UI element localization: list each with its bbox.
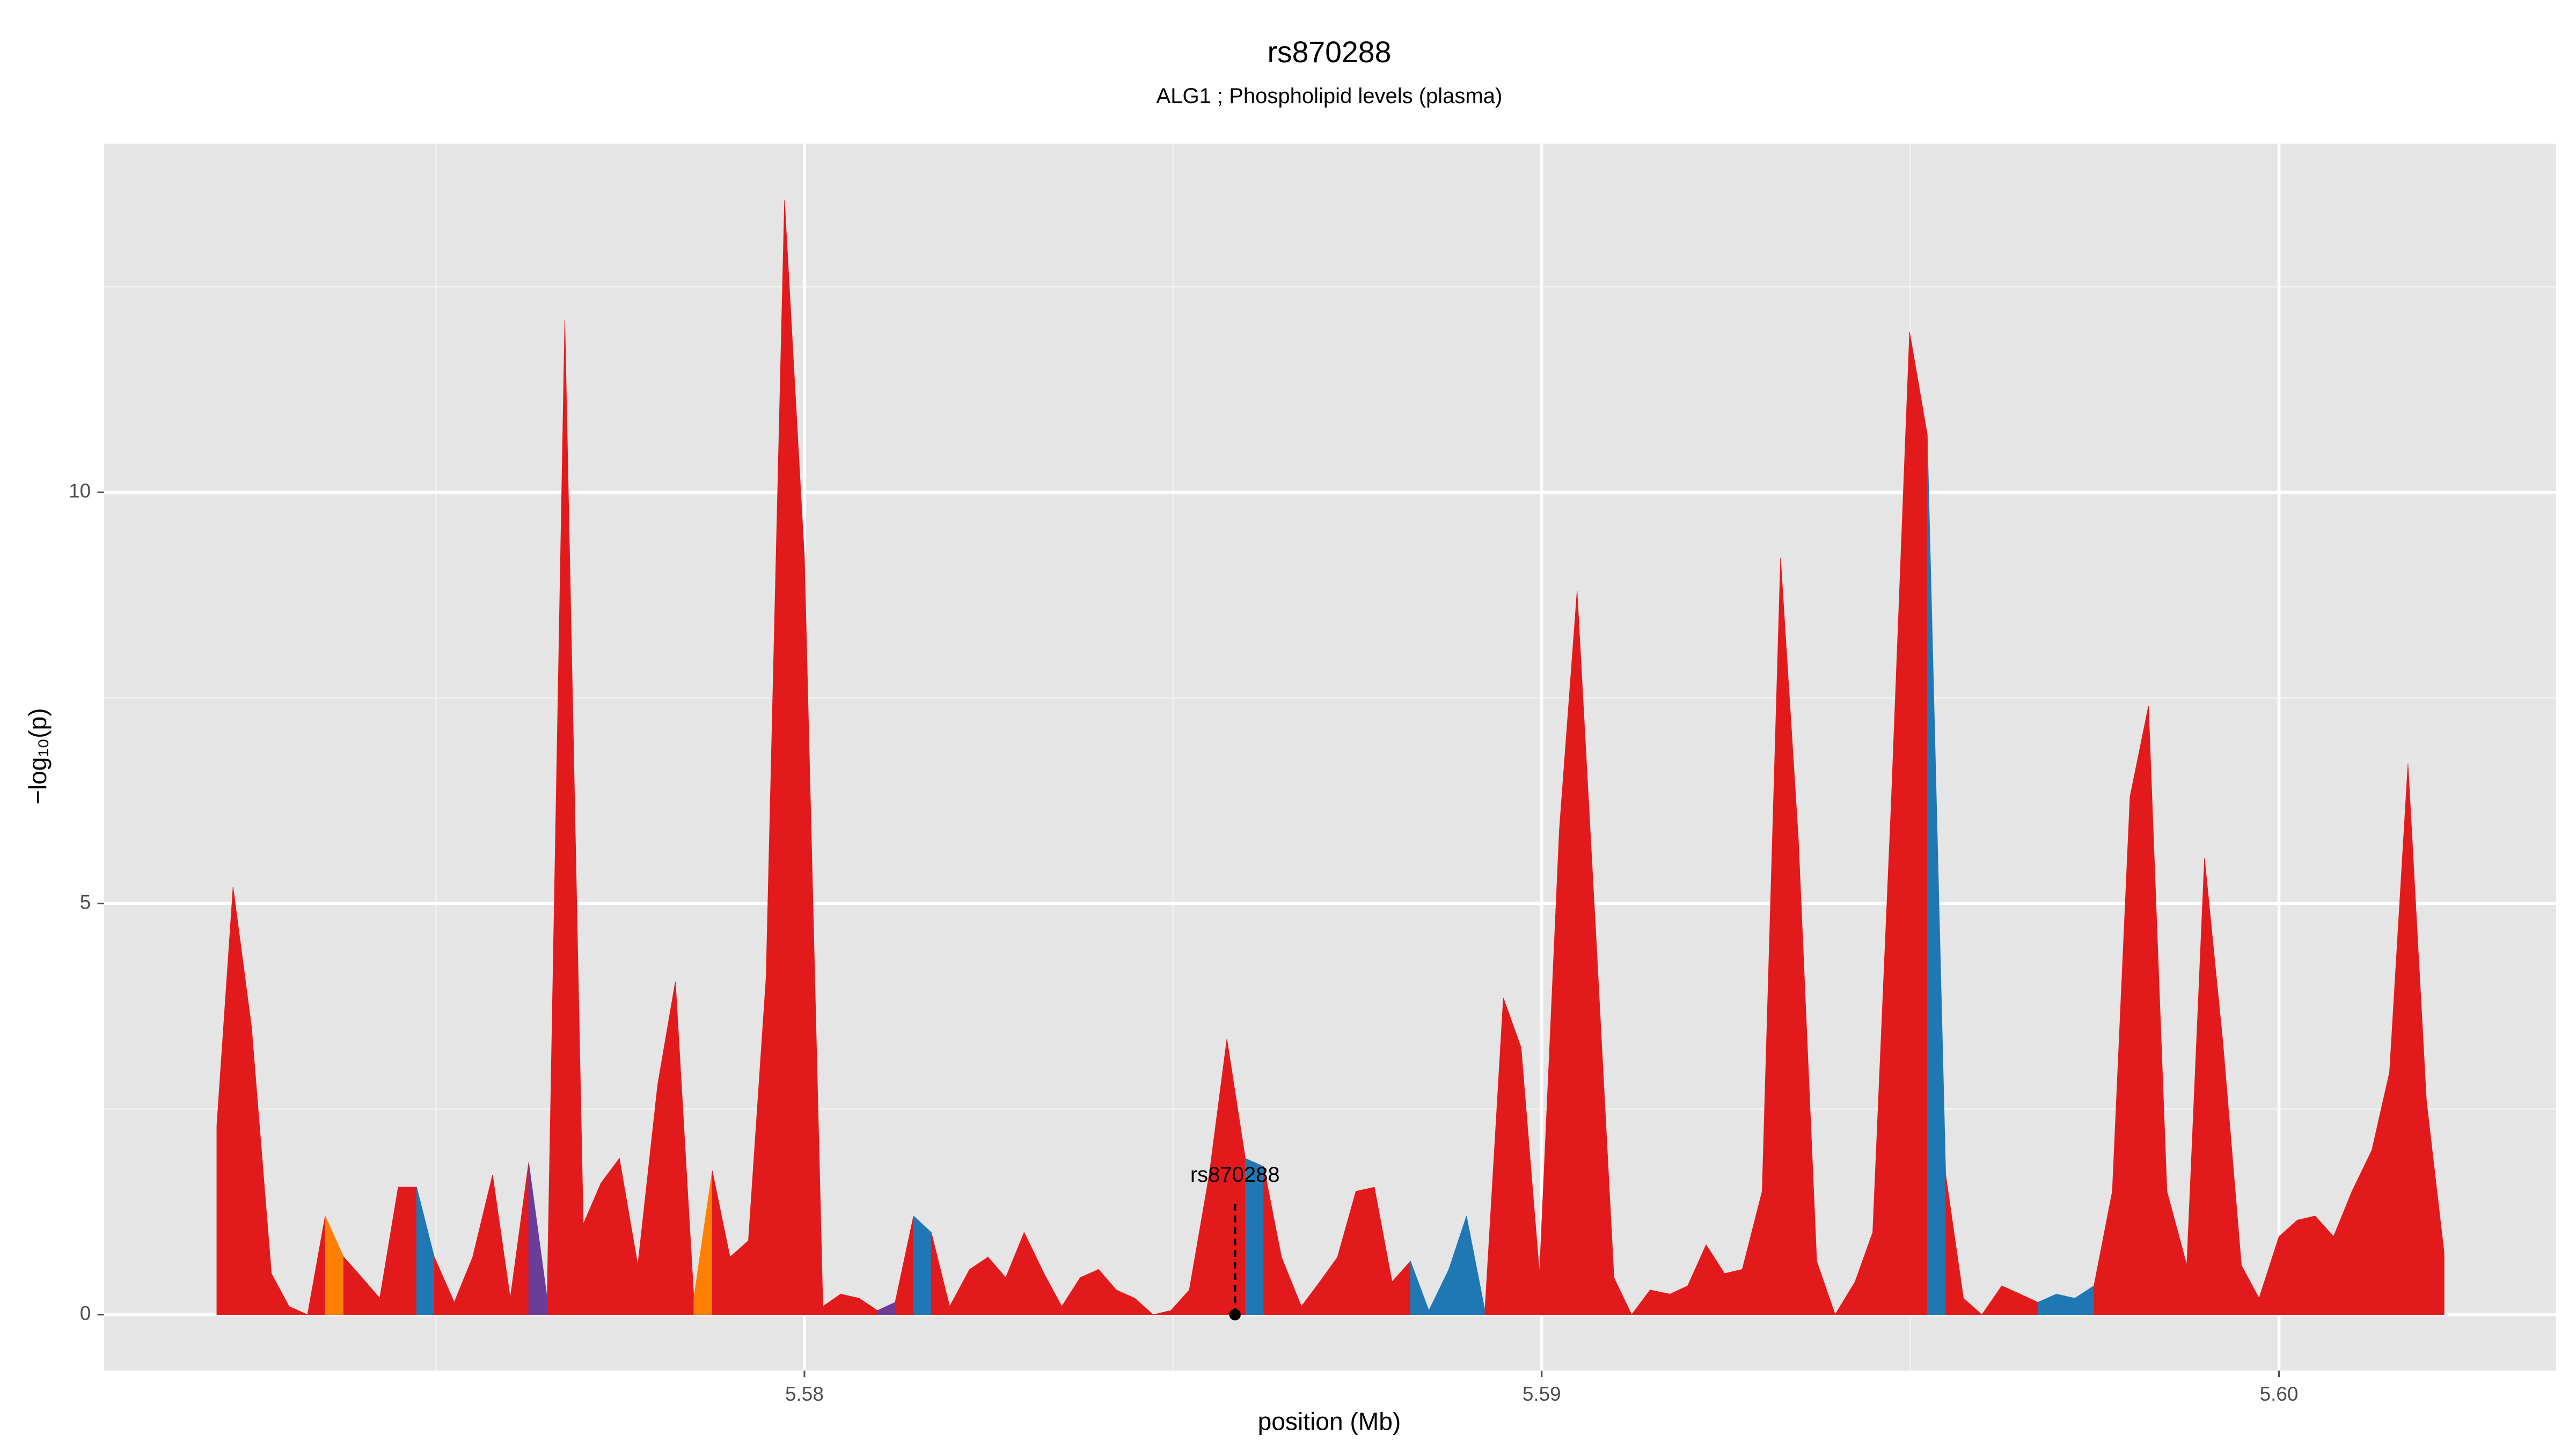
y-tick-label: 5	[80, 891, 91, 913]
plot-panel	[104, 143, 2557, 1371]
area-segment	[601, 1158, 620, 1315]
chart-title: rs870288	[1267, 35, 1391, 69]
x-tick-label: 5.59	[1523, 1383, 1561, 1405]
x-tick-label: 5.58	[785, 1383, 824, 1405]
y-axis-label: −log₁₀(p)	[24, 708, 52, 804]
area-segment	[1134, 1297, 1154, 1315]
annotation-point	[1229, 1308, 1241, 1321]
area-segment	[2426, 1101, 2445, 1315]
x-tick-label: 5.60	[2260, 1383, 2299, 1405]
area-segment	[1909, 332, 1928, 1315]
chart-subtitle: ALG1 ; Phospholipid levels (plasma)	[1157, 84, 1503, 108]
y-tick-label: 0	[80, 1302, 91, 1324]
plot-layer: 5.58 5.59 5.60 0 5 10 rs870288	[69, 143, 2557, 1405]
area-segment	[2297, 1216, 2316, 1315]
area-segment	[289, 1306, 308, 1315]
area-segment	[398, 1187, 417, 1315]
area-segment	[1816, 1261, 1836, 1315]
annotation-label: rs870288	[1190, 1163, 1280, 1187]
area-segment	[1724, 1269, 1743, 1315]
area-segment	[2279, 1219, 2298, 1315]
area-segment	[2129, 706, 2149, 1315]
area-segment	[1356, 1187, 1375, 1315]
area-segment	[913, 1215, 932, 1315]
area-segment	[1963, 1297, 1983, 1315]
area-segment	[1503, 998, 1521, 1315]
y-tick-label: 10	[69, 480, 91, 502]
area-segment	[1650, 1290, 1671, 1315]
area-segment	[1613, 1277, 1633, 1315]
area-segment	[1080, 1269, 1099, 1315]
x-axis-label: position (Mb)	[1258, 1407, 1401, 1435]
